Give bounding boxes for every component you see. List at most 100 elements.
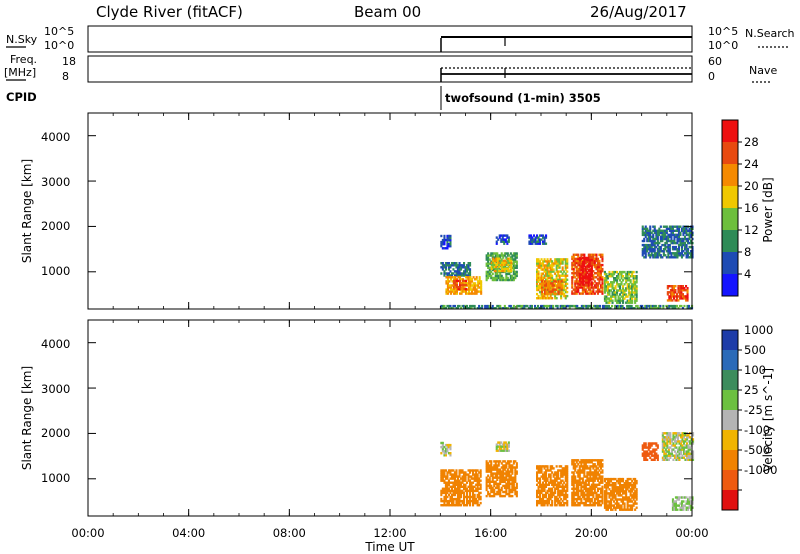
power-cell-13 [682, 243, 685, 247]
power-cell-0 [444, 247, 447, 250]
velocity-cell-8 [676, 458, 679, 461]
velocity-cell-7 [649, 450, 652, 453]
power-cell-10 [574, 286, 577, 289]
power-cell-5 [492, 261, 495, 264]
power-cell-2 [469, 282, 472, 285]
velocity-cell-5 [577, 501, 580, 505]
power-cell-15 [441, 304, 444, 308]
velocity-cell-1 [453, 471, 456, 474]
velocity-cell-4 [555, 499, 558, 503]
velocity-cell-6 [613, 492, 616, 495]
power-cell-10 [596, 290, 599, 293]
power-cell-2 [468, 282, 471, 285]
velocity-cell-8 [684, 440, 687, 443]
velocity-cell-8 [689, 458, 692, 461]
velocity-cell-1 [470, 495, 473, 499]
velocity-cell-1 [472, 473, 475, 476]
power-cell-15 [648, 307, 651, 310]
velocity-cell-5 [578, 495, 581, 499]
power-cell-3 [465, 283, 468, 287]
power-cell-1 [456, 272, 459, 275]
velocity-cell-4 [555, 483, 558, 486]
velocity-colorbar-block-5 [722, 430, 738, 450]
velocity-cell-6 [628, 500, 631, 503]
power-cell-1 [440, 262, 443, 265]
power-cell-4 [512, 254, 515, 257]
power-cell-12 [626, 277, 629, 280]
power-cell-12 [619, 289, 622, 292]
power-cell-1 [458, 268, 461, 271]
velocity-cell-6 [605, 496, 608, 499]
velocity-cell-2 [487, 464, 490, 467]
velocity-cell-4 [564, 491, 567, 495]
power-cell-13 [658, 245, 661, 249]
velocity-cell-8 [689, 440, 692, 443]
power-cell-15 [583, 304, 586, 308]
velocity-cell-1 [443, 489, 446, 493]
velocity-cell-9 [688, 506, 691, 509]
velocity-cell-6 [628, 504, 631, 507]
velocity-cell-8 [672, 436, 675, 439]
power-cell-11 [587, 269, 590, 272]
power-cell-8 [536, 268, 539, 271]
velocity-cell-2 [497, 490, 500, 494]
power-cell-11 [581, 271, 584, 274]
power-cell-1 [467, 264, 470, 267]
power-cell-2 [455, 288, 458, 291]
power-cell-8 [546, 258, 549, 261]
velocity-cell-7 [649, 444, 652, 447]
power-cell-2 [477, 282, 480, 285]
power-cell-8 [548, 276, 551, 279]
velocity-cell-8 [673, 456, 676, 459]
velocity-cell-2 [490, 486, 493, 490]
velocity-cell-1 [456, 489, 459, 493]
velocity-cell-7 [650, 454, 653, 457]
velocity-cell-6 [634, 496, 637, 499]
power-cell-12 [610, 289, 613, 292]
velocity-cell-5 [580, 483, 583, 486]
power-cell-9 [559, 282, 562, 285]
velocity-cell-4 [552, 467, 555, 470]
x-tick-label-5: 20:00 [575, 526, 608, 540]
power-cell-15 [555, 304, 558, 308]
velocity-cell-1 [460, 469, 463, 472]
velocity-cell-2 [485, 468, 488, 471]
velocity-cell-5 [587, 477, 590, 480]
velocity-cell-8 [661, 432, 664, 435]
power-cell-8 [543, 276, 546, 279]
velocity-cell-6 [616, 486, 619, 489]
power-cell-12 [635, 277, 638, 280]
velocity-cell-2 [511, 494, 514, 498]
velocity-cell-6 [622, 479, 625, 483]
velocity-cell-8 [679, 446, 682, 449]
power-cell-15 [499, 304, 502, 308]
power-cell-11 [589, 260, 592, 264]
velocity-cell-4 [539, 497, 542, 501]
power-cell-10 [595, 267, 598, 271]
velocity-cell-5 [589, 487, 592, 490]
power-cell-1 [460, 274, 463, 277]
velocity-cell-1 [455, 487, 458, 490]
velocity-cell-7 [653, 448, 656, 451]
velocity-cell-4 [566, 489, 569, 493]
velocity-cell-4 [542, 497, 545, 501]
velocity-cell-1 [470, 487, 473, 490]
velocity-cell-1 [455, 473, 458, 476]
power-cell-13 [643, 250, 646, 253]
velocity-cell-8 [692, 454, 695, 457]
power-cell-15 [543, 307, 546, 310]
power-cell-12 [616, 289, 619, 292]
power-cell-12 [629, 279, 632, 282]
velocity-cell-9 [674, 500, 677, 503]
power-cell-8 [557, 260, 560, 263]
power-cell-15 [595, 304, 598, 308]
power-colorbar-block-1 [722, 252, 738, 274]
power-cell-8 [540, 278, 543, 281]
velocity-cell-8 [678, 458, 681, 461]
power-cell-13 [661, 229, 664, 232]
power-cell-1 [453, 270, 456, 273]
power-cell-15 [440, 304, 443, 308]
power-cell-2 [478, 290, 481, 293]
power-cell-11 [587, 256, 590, 260]
power-cell-15 [582, 307, 585, 310]
